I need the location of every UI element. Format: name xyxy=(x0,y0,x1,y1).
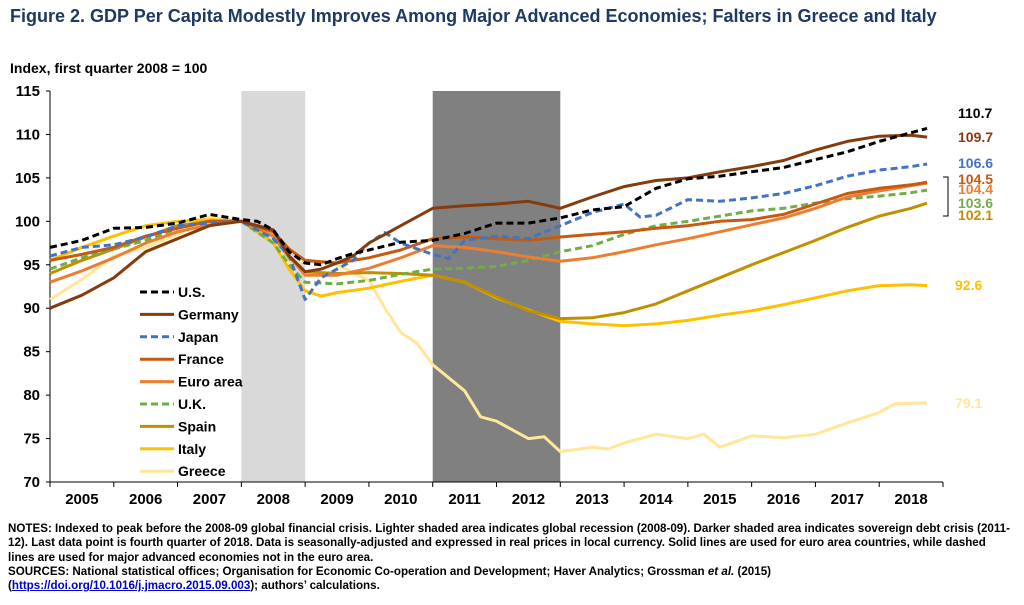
y-tick-label: 100 xyxy=(15,213,40,230)
end-label-japan: 106.6 xyxy=(958,155,993,171)
legend-label: Greece xyxy=(178,463,226,479)
legend-label: U.S. xyxy=(178,284,205,300)
y-tick-label: 110 xyxy=(16,126,40,143)
x-tick-label: 2010 xyxy=(384,491,417,508)
legend-label: Japan xyxy=(178,329,218,345)
series-line-u-k- xyxy=(49,188,928,286)
y-tick-label: 70 xyxy=(23,474,40,491)
doi-link[interactable]: https://doi.org/10.1016/j.jmacro.2015.09… xyxy=(11,579,251,593)
shaded-region-global-recession xyxy=(241,91,306,482)
y-tick-label: 95 xyxy=(23,257,40,274)
x-tick-label: 2017 xyxy=(831,491,864,508)
end-label-france: 104.5 xyxy=(958,171,993,187)
y-tick-label: 75 xyxy=(23,431,40,448)
legend-label: Italy xyxy=(178,441,206,457)
series-line-japan xyxy=(49,162,928,301)
legend-label: Euro area xyxy=(178,374,243,390)
x-tick-label: 2009 xyxy=(320,491,353,508)
legend-label: U.K. xyxy=(178,396,206,412)
series-line-u-s- xyxy=(49,126,928,267)
x-tick-label: 2016 xyxy=(767,491,800,508)
x-tick-label: 2015 xyxy=(703,491,736,508)
link-open: ( xyxy=(8,579,12,593)
x-tick-label: 2006 xyxy=(129,491,162,508)
y-tick-label: 90 xyxy=(23,300,40,317)
notes-block: NOTES: Indexed to peak before the 2008-0… xyxy=(8,522,1014,593)
legend-label: Spain xyxy=(178,418,216,434)
chart-title: Figure 2. GDP Per Capita Modestly Improv… xyxy=(10,6,937,26)
legend-label: Germany xyxy=(178,306,239,322)
x-tick-label: 2011 xyxy=(448,491,481,508)
sources-end: ); authors’ calculations. xyxy=(250,579,380,593)
y-tick-label: 115 xyxy=(16,83,40,100)
end-label-u-k-: 103.6 xyxy=(958,195,993,211)
legend-label: France xyxy=(178,351,224,367)
sources-text: SOURCES: National statistical offices; O… xyxy=(8,564,708,578)
chart-canvas: 70 75 80 85 90 95 100 105 110 115 2005 2006 2007 2008… xyxy=(15,83,993,508)
sources-et-al: et al. xyxy=(707,564,735,578)
shaded-region-debt-crisis xyxy=(432,91,561,482)
end-label-germany: 109.7 xyxy=(958,129,993,145)
end-label-greece: 79.1 xyxy=(955,395,982,411)
sources-year: (2015) xyxy=(734,564,771,578)
end-label-u-s-: 110.7 xyxy=(958,105,992,121)
x-tick-label: 2008 xyxy=(257,491,290,508)
x-tick-label: 2013 xyxy=(575,491,608,508)
y-axis-label: Index, first quarter 2008 = 100 xyxy=(10,60,208,76)
label-bracket xyxy=(943,176,949,217)
end-label-euro-area: 104.4 xyxy=(958,181,993,197)
end-label-italy: 92.6 xyxy=(955,277,982,293)
x-tick-label: 2012 xyxy=(512,491,545,508)
x-tick-label: 2007 xyxy=(193,491,226,508)
y-tick-label: 105 xyxy=(15,170,40,187)
x-tick-label: 2018 xyxy=(894,491,927,508)
x-tick-label: 2005 xyxy=(65,491,98,508)
notes-text: NOTES: Indexed to peak before the 2008-0… xyxy=(8,522,1010,564)
y-tick-label: 80 xyxy=(23,387,40,404)
end-label-spain: 102.1 xyxy=(958,207,993,223)
series-line-euro-area xyxy=(49,181,928,284)
y-tick-label: 85 xyxy=(23,344,40,361)
x-tick-label: 2014 xyxy=(639,491,673,508)
series-line-germany xyxy=(49,133,928,310)
